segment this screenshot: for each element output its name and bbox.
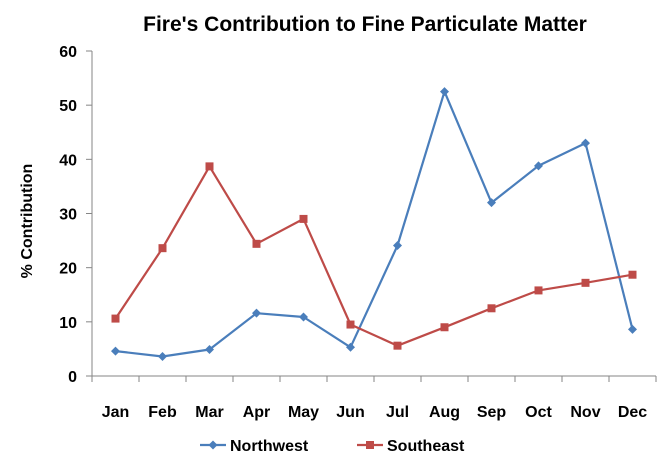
- data-point: [299, 312, 308, 322]
- data-point: [628, 324, 637, 334]
- data-point: [111, 346, 120, 356]
- y-tick-label: 30: [59, 207, 77, 224]
- series-line: [114, 165, 633, 347]
- x-tick-label: Apr: [243, 404, 271, 421]
- y-axis-title: % Contribution: [19, 164, 36, 279]
- y-tick-label: 10: [59, 315, 77, 332]
- legend-item-northwest: Northwest: [200, 438, 309, 455]
- legend-marker: [208, 440, 218, 450]
- data-point: [581, 138, 590, 148]
- y-tick-label: 0: [68, 369, 77, 386]
- x-tick-label: Mar: [195, 404, 223, 421]
- data-point: [205, 344, 214, 354]
- data-point: [534, 286, 543, 295]
- legend-marker: [366, 441, 374, 449]
- data-point: [628, 270, 637, 279]
- data-point: [158, 244, 167, 253]
- x-tick-label: Nov: [570, 404, 600, 421]
- y-tick-label: 20: [59, 261, 77, 278]
- x-tick-label: Aug: [429, 404, 460, 421]
- x-tick-label: May: [288, 404, 319, 421]
- x-tick-label: Jan: [102, 404, 130, 421]
- data-point: [346, 320, 355, 329]
- data-point: [581, 278, 590, 287]
- x-axis: Jan Feb Mar Apr May Jun Jul Aug Sep Oct Nov Dec: [91, 375, 657, 421]
- series-northwest: [111, 87, 637, 361]
- legend: Northwest Southeast: [200, 438, 465, 455]
- data-point: [346, 342, 355, 352]
- data-point: [487, 198, 496, 208]
- x-tick-label: Dec: [618, 404, 647, 421]
- series-southeast: [111, 162, 637, 350]
- series-area: [111, 87, 637, 361]
- x-tick-label: Oct: [525, 404, 552, 421]
- data-point: [252, 239, 261, 248]
- data-point: [534, 161, 543, 171]
- x-tick-label: Jul: [386, 404, 409, 421]
- data-point: [393, 341, 402, 350]
- legend-label: Southeast: [387, 438, 465, 455]
- chart-title: Fire's Contribution to Fine Particulate …: [143, 13, 587, 36]
- data-point: [440, 87, 449, 97]
- data-point: [440, 323, 449, 332]
- y-tick-label: 40: [59, 152, 77, 169]
- data-point: [299, 214, 308, 223]
- data-point: [252, 308, 261, 318]
- y-tick-label: 50: [59, 98, 77, 115]
- series-line: [115, 90, 634, 358]
- data-point: [487, 304, 496, 313]
- legend-item-southeast: Southeast: [357, 438, 465, 455]
- data-point: [393, 240, 402, 250]
- data-point: [205, 162, 214, 171]
- x-tick-label: Jun: [336, 404, 364, 421]
- legend-label: Northwest: [230, 438, 309, 455]
- y-axis: 0 10 20 30 40 50 60: [59, 44, 93, 386]
- data-point: [111, 314, 120, 323]
- x-tick-label: Sep: [477, 404, 507, 421]
- data-point: [158, 352, 167, 361]
- y-tick-label: 60: [59, 44, 77, 61]
- x-tick-label: Feb: [148, 404, 177, 421]
